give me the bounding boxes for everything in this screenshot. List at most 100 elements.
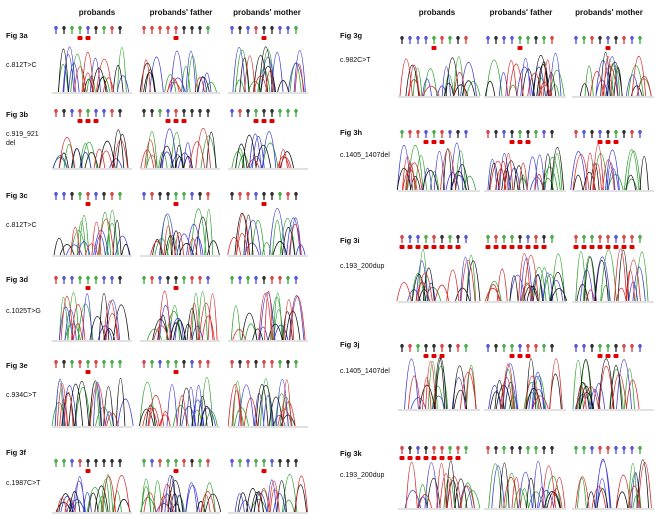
base-call-glyph — [614, 36, 618, 40]
variant-marker — [85, 119, 91, 123]
base-call-glyph — [550, 36, 554, 40]
left-header-probands: probands — [78, 8, 116, 17]
base-call-glyph — [550, 130, 554, 134]
variant-marker — [173, 202, 179, 206]
trace-t-line — [143, 484, 215, 513]
base-call-glyph — [54, 459, 58, 463]
base-call-glyph — [198, 276, 202, 280]
trace-t-line — [141, 59, 205, 93]
trace-g-line — [53, 220, 131, 256]
base-call-glyph — [638, 130, 642, 134]
trace-t-line — [572, 144, 615, 191]
trace-a-line — [572, 359, 635, 410]
fig-3b-mutation: c.919_921 del — [6, 131, 39, 147]
base-call-glyph — [598, 235, 602, 239]
base-call-glyph — [230, 109, 234, 113]
trace-t-line — [589, 56, 652, 97]
base-call-glyph — [494, 235, 498, 239]
base-call-glyph — [54, 192, 58, 196]
variant-marker — [597, 354, 603, 358]
base-call-glyph — [542, 36, 546, 40]
base-call-glyph — [206, 276, 210, 280]
base-call-glyph — [448, 130, 452, 134]
right-seq-lane — [486, 36, 554, 50]
trace-c-line — [397, 142, 467, 191]
trace-a-line — [70, 209, 119, 256]
variant-marker — [573, 245, 579, 249]
base-call-glyph — [262, 26, 266, 30]
base-call-glyph — [510, 36, 514, 40]
base-call-glyph — [294, 459, 298, 463]
base-call-glyph — [526, 235, 530, 239]
left-seq-lane — [230, 276, 298, 284]
fig-3d-mutation: c.1025T>G — [6, 308, 41, 315]
base-call-glyph — [142, 192, 146, 196]
base-call-glyph — [78, 192, 82, 196]
base-call-glyph — [70, 109, 74, 113]
base-call-glyph — [246, 459, 250, 463]
trace-a-line — [230, 292, 284, 341]
base-call-glyph — [448, 344, 452, 348]
base-call-glyph — [448, 446, 452, 450]
base-call-glyph — [590, 446, 594, 450]
base-call-glyph — [166, 26, 170, 30]
trace-c-line — [60, 476, 92, 513]
base-call-glyph — [424, 36, 428, 40]
base-call-glyph — [238, 109, 242, 113]
left-seq-lane — [142, 26, 210, 40]
base-call-glyph — [502, 130, 506, 134]
base-call-glyph — [86, 109, 90, 113]
variant-marker — [447, 456, 453, 460]
trace-c-line — [234, 479, 286, 513]
base-call-glyph — [574, 446, 578, 450]
base-call-glyph — [598, 130, 602, 134]
base-call-glyph — [262, 360, 266, 364]
base-call-glyph — [270, 360, 274, 364]
base-call-glyph — [270, 192, 274, 196]
base-call-glyph — [590, 130, 594, 134]
base-call-glyph — [574, 36, 578, 40]
variant-marker — [455, 456, 461, 460]
base-call-glyph — [400, 235, 404, 239]
left-chromatogram — [139, 50, 220, 94]
trace-t-line — [232, 290, 306, 341]
base-call-glyph — [582, 344, 586, 348]
base-call-glyph — [142, 276, 146, 280]
base-call-glyph — [182, 109, 186, 113]
base-call-glyph — [448, 235, 452, 239]
right-seq-lane — [573, 235, 642, 249]
base-call-glyph — [526, 36, 530, 40]
base-call-glyph — [606, 446, 610, 450]
base-call-glyph — [518, 344, 522, 348]
base-call-glyph — [424, 235, 428, 239]
base-call-glyph — [70, 459, 74, 463]
trace-c-line — [160, 128, 193, 169]
right-header-father: probands' father — [489, 8, 553, 17]
base-call-glyph — [238, 26, 242, 30]
base-call-glyph — [590, 344, 594, 348]
trace-t-line — [244, 55, 304, 93]
trace-g-line — [241, 310, 301, 341]
right-seq-lane — [574, 130, 642, 144]
variant-marker — [613, 245, 619, 249]
base-call-glyph — [534, 344, 538, 348]
trace-t-line — [399, 58, 466, 97]
trace-g-line — [255, 384, 296, 427]
right-chromatogram — [398, 357, 480, 411]
variant-marker — [605, 46, 611, 50]
variant-marker — [439, 354, 445, 358]
trace-a-line — [146, 131, 217, 169]
left-seq-lane — [230, 192, 298, 206]
left-chromatogram — [52, 474, 132, 514]
variant-marker — [517, 245, 523, 249]
base-call-glyph — [206, 109, 210, 113]
base-call-glyph — [118, 276, 122, 280]
base-call-glyph — [464, 130, 468, 134]
base-call-glyph — [254, 459, 258, 463]
base-call-glyph — [142, 459, 146, 463]
trace-g-line — [579, 52, 643, 97]
base-call-glyph — [486, 344, 490, 348]
fig-3e-mutation: c.934C>T — [6, 392, 37, 399]
base-call-glyph — [198, 26, 202, 30]
base-call-glyph — [190, 26, 194, 30]
